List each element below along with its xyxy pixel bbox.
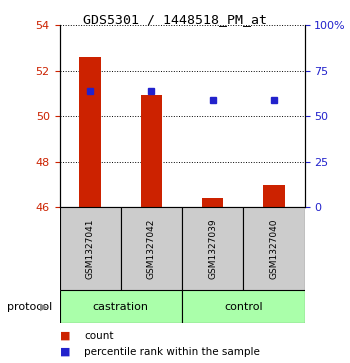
Text: GSM1327042: GSM1327042	[147, 219, 156, 279]
Text: percentile rank within the sample: percentile rank within the sample	[84, 347, 260, 357]
Text: count: count	[84, 331, 113, 341]
Text: GSM1327039: GSM1327039	[208, 218, 217, 279]
Text: ▶: ▶	[40, 302, 48, 312]
Bar	[141, 95, 162, 207]
Bar	[182, 290, 304, 323]
Text: protocol: protocol	[7, 302, 52, 312]
Bar	[263, 185, 285, 207]
Bar	[243, 207, 304, 290]
Bar	[121, 207, 182, 290]
Text: GSM1327040: GSM1327040	[270, 219, 278, 279]
Text: castration: castration	[93, 302, 149, 312]
Text: ■: ■	[60, 331, 70, 341]
Text: ■: ■	[60, 347, 70, 357]
Bar	[60, 290, 182, 323]
Bar	[79, 57, 101, 207]
Bar	[60, 207, 121, 290]
Bar	[182, 207, 243, 290]
Text: control: control	[224, 302, 262, 312]
Text: GSM1327041: GSM1327041	[86, 219, 94, 279]
Text: GDS5301 / 1448518_PM_at: GDS5301 / 1448518_PM_at	[83, 13, 267, 26]
Bar	[202, 198, 223, 207]
